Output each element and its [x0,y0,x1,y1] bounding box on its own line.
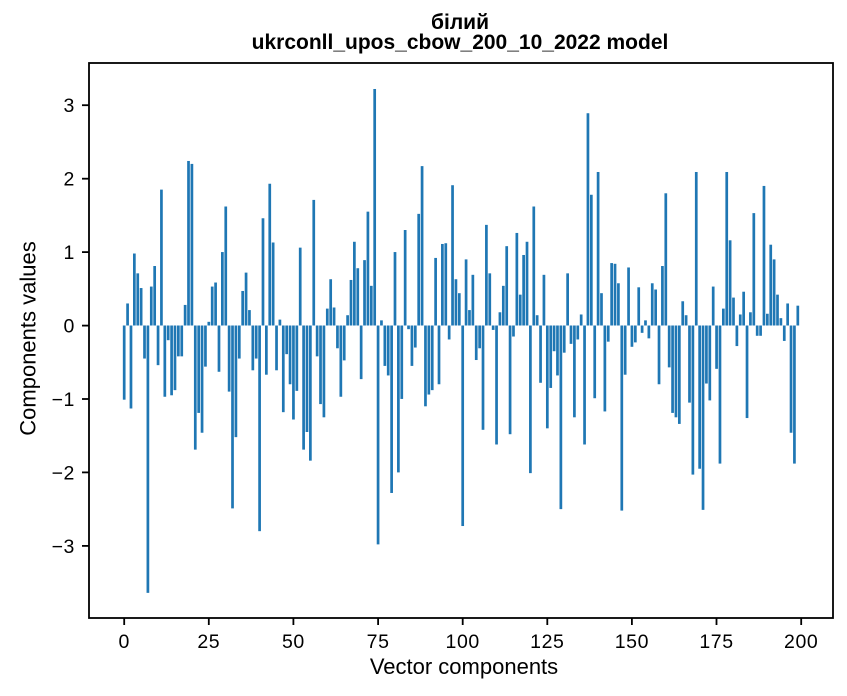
svg-text:0: 0 [118,631,129,653]
svg-text:3: 3 [64,95,75,117]
svg-text:125: 125 [530,631,564,653]
svg-text:−3: −3 [52,536,75,558]
svg-text:білий: білий [431,11,489,34]
svg-text:−2: −2 [52,462,75,484]
svg-text:ukrconll_upos_cbow_200_10_2022: ukrconll_upos_cbow_200_10_2022 model [252,31,669,54]
svg-text:−1: −1 [52,389,75,411]
svg-text:25: 25 [197,631,220,653]
svg-text:0: 0 [64,316,75,338]
svg-text:2: 2 [64,169,75,191]
svg-text:200: 200 [784,631,818,653]
svg-text:Components values: Components values [16,241,41,435]
svg-text:150: 150 [615,631,649,653]
svg-text:175: 175 [699,631,733,653]
svg-text:75: 75 [367,631,390,653]
svg-text:1: 1 [64,242,75,264]
svg-text:Vector components: Vector components [370,654,558,679]
svg-text:50: 50 [282,631,305,653]
svg-text:100: 100 [446,631,480,653]
